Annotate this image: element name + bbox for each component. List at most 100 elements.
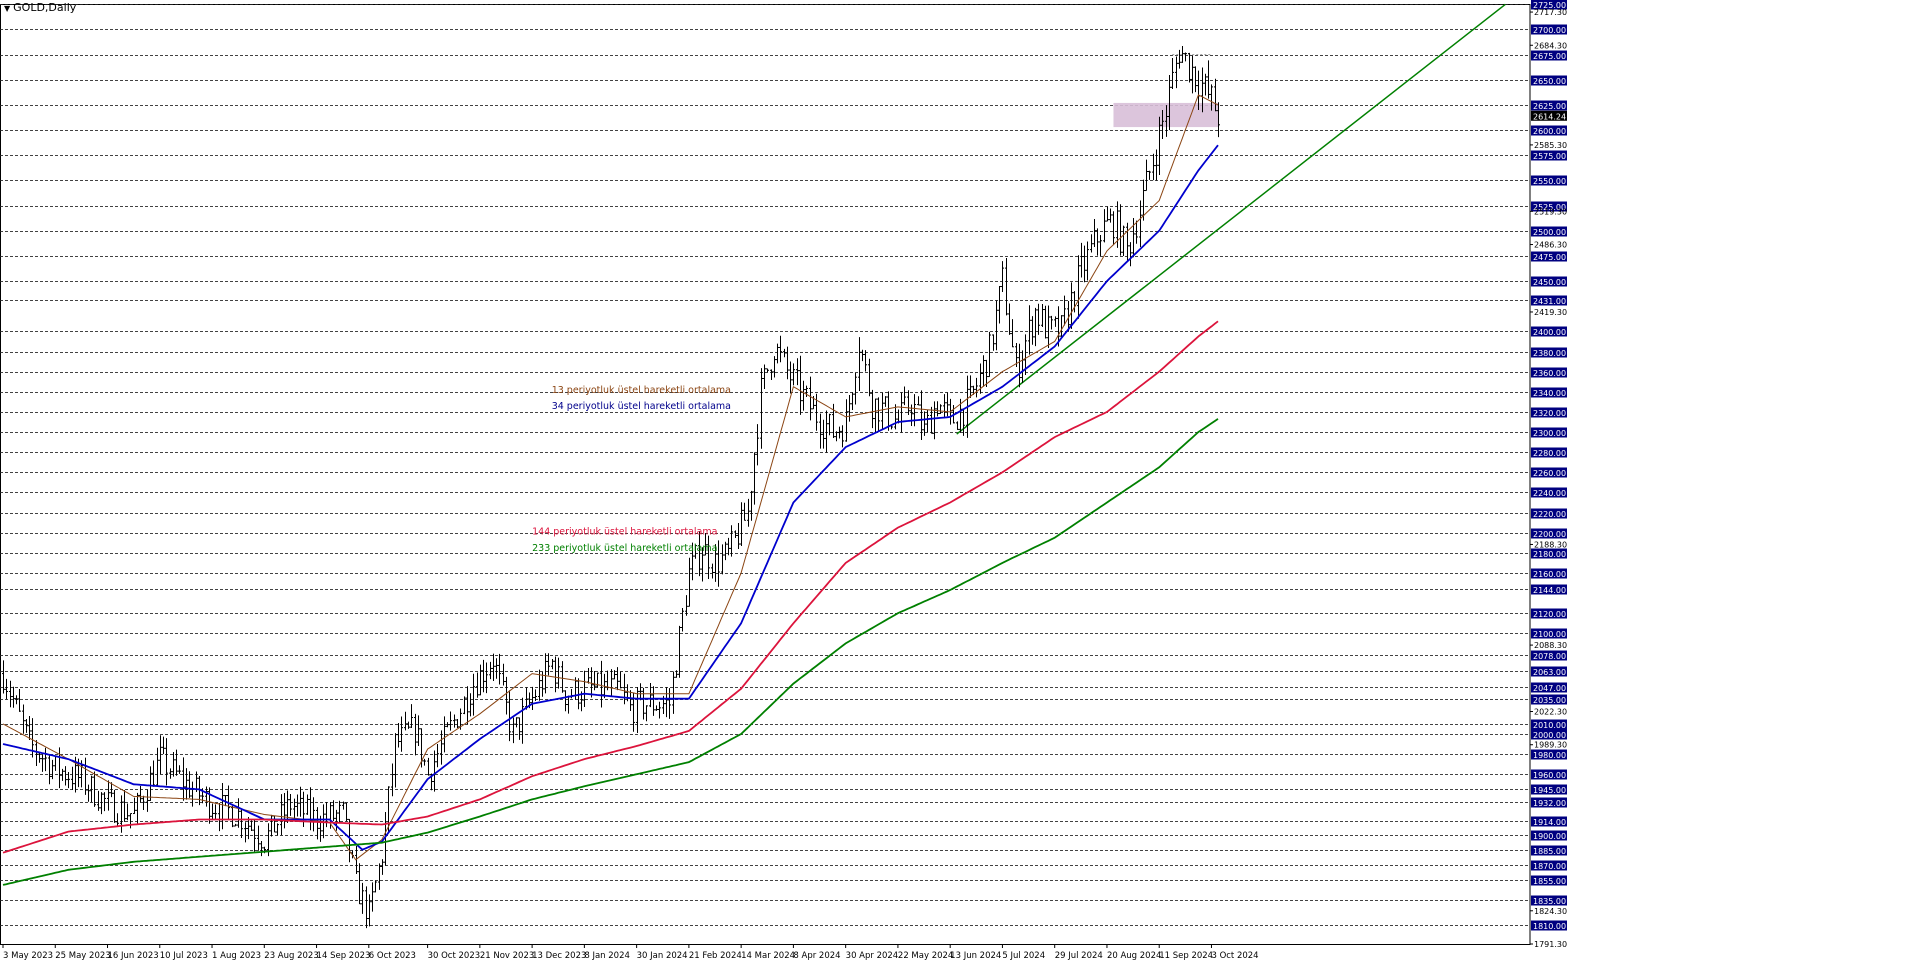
price-level-label: 2725.00 (1533, 1, 1566, 10)
price-level-label: 2360.00 (1533, 369, 1566, 378)
price-level-badge (1531, 895, 1567, 906)
price-level-badge (1531, 920, 1567, 931)
x-tick-label: 14 Mar 2024 (741, 951, 795, 961)
price-level-badge (1531, 584, 1567, 595)
price-level-badge (1531, 24, 1567, 35)
price-level-label: 2240.00 (1533, 489, 1566, 498)
y-tick-label: 2486.30 (1534, 241, 1567, 250)
x-tick-label: 14 Sep 2023 (317, 951, 371, 961)
price-level-badge (1531, 749, 1567, 760)
ema-line (2, 144, 1219, 851)
price-level-badge (1531, 666, 1567, 677)
price-level-label: 1960.00 (1533, 771, 1566, 780)
price-level-badge (1531, 860, 1567, 871)
price-level-label: 2260.00 (1533, 469, 1566, 478)
price-level-label: 2320.00 (1533, 409, 1566, 418)
price-level-badge (1531, 568, 1567, 579)
x-tick-label: 13 Jun 2024 (950, 951, 1001, 961)
price-level-badge (1531, 784, 1567, 795)
x-tick-label: 21 Nov 2023 (480, 951, 534, 961)
ema-line (2, 418, 1219, 886)
price-level-badge (1531, 276, 1567, 287)
x-tick-label: 6 Oct 2023 (369, 951, 416, 961)
price-level-badge (1531, 75, 1567, 86)
price-level-badge (1531, 175, 1567, 186)
price-level-badge (1531, 251, 1567, 262)
ema-annotation: 34 periyotluk üstel hareketli ortalama (552, 401, 731, 412)
price-level-label: 2035.00 (1533, 696, 1566, 705)
symbol-title: ▼ GOLD,Daily (4, 1, 76, 14)
price-level-badge (1531, 447, 1567, 458)
price-level-badge (1531, 650, 1567, 661)
price-level-label: 2120.00 (1533, 610, 1566, 619)
price-level-badge (1531, 326, 1567, 337)
price-level-label: 2675.00 (1533, 52, 1566, 61)
price-level-label: 1835.00 (1533, 897, 1566, 906)
price-level-badge (1531, 508, 1567, 519)
y-tick-label: 2717.30 (1534, 8, 1567, 17)
price-level-label: 2625.00 (1533, 102, 1566, 111)
price-level-label: 2340.00 (1533, 389, 1566, 398)
x-tick-label: 13 Dec 2023 (532, 951, 586, 961)
price-level-badge (1531, 875, 1567, 886)
price-level-label: 2380.00 (1533, 349, 1566, 358)
price-level-badge (1531, 347, 1567, 358)
price-level-label: 2650.00 (1533, 77, 1566, 86)
price-level-badge (1531, 125, 1567, 136)
price-level-label: 2575.00 (1533, 152, 1566, 161)
ema-line (2, 94, 1219, 861)
price-level-label: 2400.00 (1533, 328, 1566, 337)
price-level-badge (1531, 407, 1567, 418)
price-level-label: 2100.00 (1533, 630, 1566, 639)
price-level-label: 2550.00 (1533, 177, 1566, 186)
resistance-zone (1113, 102, 1218, 128)
price-level-badge (1531, 295, 1567, 306)
price-level-badge (1531, 830, 1567, 841)
ema-annotation: 233 periyotluk üstel hareketli ortalama (532, 543, 717, 554)
price-level-label: 1870.00 (1533, 862, 1566, 871)
x-tick-label: 11 Sep 2024 (1159, 951, 1213, 961)
price-level-label: 1885.00 (1533, 847, 1566, 856)
y-tick-label: 2022.30 (1534, 708, 1567, 717)
price-level-badge (1531, 100, 1567, 111)
x-tick-label: 30 Oct 2023 (428, 951, 481, 961)
price-level-label: 2450.00 (1533, 278, 1566, 287)
y-tick-label: 2088.30 (1534, 641, 1567, 650)
symbol-dropdown-icon[interactable]: ▼ (4, 4, 11, 13)
y-tick-label: 1791.30 (1534, 940, 1567, 949)
price-level-badge (1531, 50, 1567, 61)
price-level-label: 2600.00 (1533, 127, 1566, 136)
price-level-badge (1531, 467, 1567, 478)
ema-annotation: 144 periyotluk üstel hareketli ortalama (532, 527, 717, 538)
price-level-label: 2300.00 (1533, 429, 1566, 438)
price-level-badge (1531, 226, 1567, 237)
symbol-title-text: GOLD,Daily (13, 1, 77, 14)
x-tick-label: 8 Apr 2024 (793, 951, 840, 961)
price-level-label: 2160.00 (1533, 570, 1566, 579)
x-tick-label: 30 Jan 2024 (637, 951, 688, 961)
x-tick-label: 30 Apr 2024 (846, 951, 899, 961)
ema-line (2, 320, 1219, 854)
current-price-badge (1531, 110, 1567, 121)
price-level-label: 2200.00 (1533, 530, 1566, 539)
price-level-label: 1855.00 (1533, 877, 1566, 886)
price-level-badge (1531, 427, 1567, 438)
price-level-label: 2180.00 (1533, 550, 1566, 559)
y-tick-label: 1989.30 (1534, 741, 1567, 750)
price-level-label: 2047.00 (1533, 684, 1566, 693)
y-tick-label: 2419.30 (1534, 308, 1567, 317)
x-tick-label: 29 Jul 2024 (1055, 951, 1103, 961)
price-level-badge (1531, 548, 1567, 559)
price-level-label: 1932.00 (1533, 799, 1566, 808)
price-level-label: 1945.00 (1533, 786, 1566, 795)
y-tick-label: 2519.30 (1534, 207, 1567, 216)
price-level-badge (1531, 367, 1567, 378)
x-tick-label: 16 Jun 2023 (108, 951, 159, 961)
ema-annotation: 13 periyotluk üstel hareketli ortalama (552, 385, 731, 396)
x-tick-label: 3 May 2023 (3, 951, 53, 961)
price-level-label: 2010.00 (1533, 721, 1566, 730)
x-tick-label: 1 Aug 2023 (212, 951, 261, 961)
price-level-badge (1531, 528, 1567, 539)
